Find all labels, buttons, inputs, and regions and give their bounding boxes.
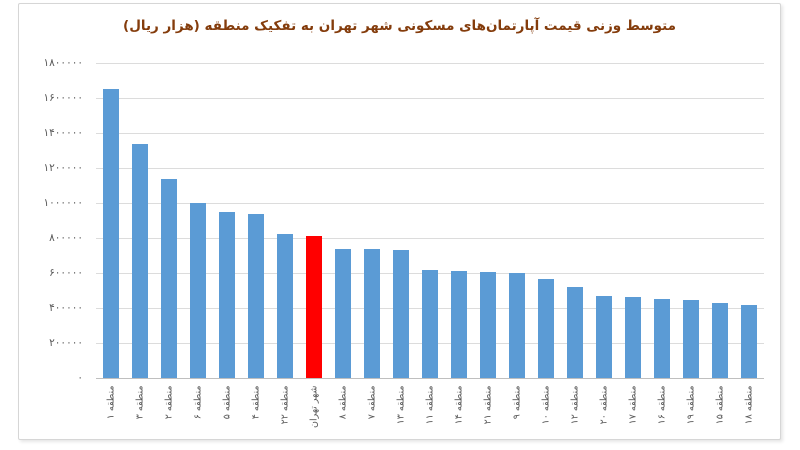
x-axis-label-10: منطقه ۱۳ [395, 385, 407, 425]
bar-district-11 [422, 269, 438, 378]
bar-district-10 [392, 250, 409, 378]
bar-district-17 [596, 296, 613, 378]
x-axis-label-18: منطقه ۱۷ [627, 385, 639, 425]
x-axis-label-6: منطقه ۲۲ [279, 385, 291, 425]
y-axis-label: ۱۰۰۰۰۰۰ [43, 197, 83, 209]
gridline [96, 133, 764, 134]
bar-district-8 [334, 248, 351, 378]
bar-district-12 [451, 270, 468, 378]
bar-district-9 [363, 249, 380, 378]
x-axis-label-19: منطقه ۱۶ [656, 385, 668, 425]
x-axis-label-4: منطقه ۵ [221, 385, 233, 420]
bar-district-14 [509, 273, 526, 378]
bar-district-15 [538, 278, 555, 378]
y-axis-label: ۱۶۰۰۰۰۰ [43, 92, 83, 104]
x-axis-label-15: منطقه ۱۰ [540, 385, 552, 425]
bar-district-4 [218, 211, 235, 378]
x-axis-label-1: منطقه ۳ [134, 385, 146, 420]
bar-district-1 [131, 143, 148, 378]
y-axis-label: ۲۰۰۰۰۰ [49, 337, 83, 349]
bar-district-16 [567, 287, 584, 378]
bar-district-20 [683, 300, 700, 378]
x-axis-line [96, 378, 764, 379]
y-axis-label: ۱۸۰۰۰۰۰ [43, 57, 83, 69]
x-axis-label-14: منطقه ۹ [511, 385, 523, 420]
y-axis-label: ۱۴۰۰۰۰۰ [43, 127, 83, 139]
y-axis-label: ۶۰۰۰۰۰ [49, 267, 83, 279]
gridline [96, 168, 764, 169]
bar-district-3 [189, 203, 206, 378]
bar-district-2 [160, 178, 177, 378]
bar-district-18 [625, 296, 642, 378]
x-axis-label-9: منطقه ۷ [366, 385, 378, 420]
x-axis-label-8: منطقه ۸ [337, 385, 349, 420]
y-axis-label: ۰ [77, 372, 83, 384]
chart-frame: متوسط وزنی قیمت آپارتمان‌های مسکونی شهر … [18, 3, 781, 440]
x-axis-label-0: منطقه ۱ [105, 385, 117, 420]
gridline [96, 63, 764, 64]
gridline [96, 98, 764, 99]
bar-district-22 [741, 305, 758, 378]
x-axis-label-3: منطقه ۶ [192, 385, 204, 420]
x-axis-label-7: شهر تهران [308, 385, 320, 428]
x-axis-label-22: منطقه ۱۸ [743, 385, 755, 425]
bar-district-21 [712, 302, 729, 378]
x-axis-label-13: منطقه ۲۱ [482, 385, 494, 425]
gridline [96, 238, 764, 239]
bar-district-5 [247, 213, 264, 378]
highlighted-bar-city-total [305, 236, 322, 378]
bar-district-13 [480, 271, 497, 378]
x-axis-label-17: منطقه ۲۰ [598, 385, 610, 425]
bar-district-19 [654, 299, 671, 378]
gridline [96, 203, 764, 204]
x-axis-label-5: منطقه ۴ [250, 385, 262, 420]
y-axis-label: ۱۲۰۰۰۰۰ [43, 162, 83, 174]
bar-district-0 [102, 89, 119, 378]
x-axis-label-21: منطقه ۱۵ [714, 385, 726, 425]
x-axis-label-12: منطقه ۱۴ [453, 385, 465, 425]
plot-area [96, 63, 764, 379]
x-axis-label-11: منطقه ۱۱ [424, 385, 436, 425]
y-axis-label: ۴۰۰۰۰۰ [49, 302, 83, 314]
x-axis-label-2: منطقه ۲ [163, 385, 175, 420]
chart-title: متوسط وزنی قیمت آپارتمان‌های مسکونی شهر … [123, 18, 676, 34]
bar-district-6 [276, 233, 293, 378]
x-axis-label-16: منطقه ۱۲ [569, 385, 581, 425]
x-axis-label-20: منطقه ۱۹ [685, 385, 697, 425]
y-axis-label: ۸۰۰۰۰۰ [49, 232, 83, 244]
